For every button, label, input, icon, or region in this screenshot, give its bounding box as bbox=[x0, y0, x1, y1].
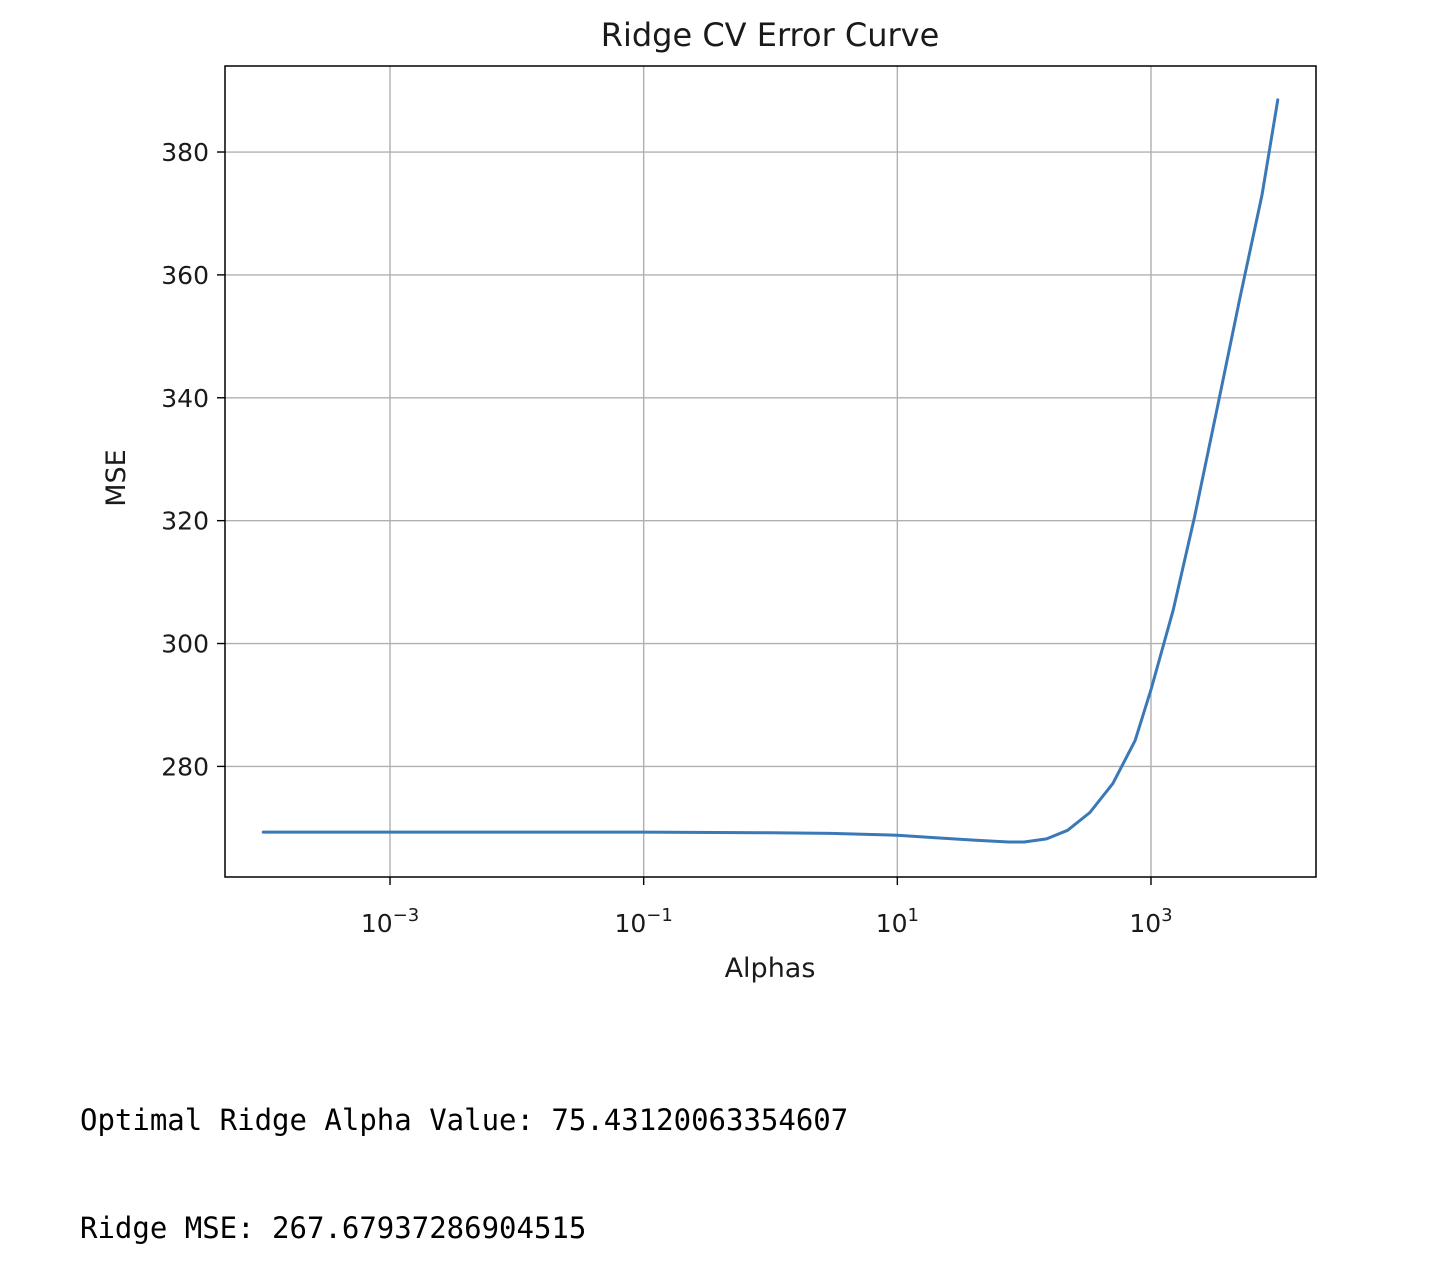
y-tick-label: 320 bbox=[161, 507, 209, 536]
y-axis-label: MSE bbox=[101, 449, 132, 507]
x-tick-label: 10−3 bbox=[361, 905, 419, 938]
x-axis-ticks: 10−3 10−1 101 103 bbox=[361, 877, 1173, 938]
x-tick-label: 101 bbox=[876, 905, 919, 938]
x-axis-label: Alphas bbox=[725, 953, 816, 984]
ridge-mse-text: Ridge MSE: 267.67937286904515 bbox=[80, 1211, 587, 1245]
y-tick-label: 340 bbox=[161, 384, 209, 413]
cv-error-line bbox=[261, 98, 1280, 844]
series-layer bbox=[261, 98, 1280, 844]
y-axis-ticks: 280 300 320 340 360 380 bbox=[161, 138, 225, 781]
x-tick-label: 103 bbox=[1129, 905, 1172, 938]
y-tick-label: 380 bbox=[161, 138, 209, 167]
console-output: Optimal Ridge Alpha Value: 75.4312006335… bbox=[80, 1030, 848, 1282]
y-tick-label: 360 bbox=[161, 261, 209, 290]
ridge-cv-chart: Ridge CV Error Curve 280300320340360380 … bbox=[101, 16, 1317, 984]
plot-frame bbox=[224, 65, 1317, 878]
y-tick-label: 280 bbox=[161, 752, 209, 781]
optimal-alpha-text: Optimal Ridge Alpha Value: 75.4312006335… bbox=[80, 1103, 849, 1137]
y-tick-label: 300 bbox=[161, 630, 209, 659]
x-tick-label: 10−1 bbox=[614, 905, 672, 938]
chart-title: Ridge CV Error Curve bbox=[601, 16, 940, 54]
grid-lines bbox=[225, 66, 1316, 877]
